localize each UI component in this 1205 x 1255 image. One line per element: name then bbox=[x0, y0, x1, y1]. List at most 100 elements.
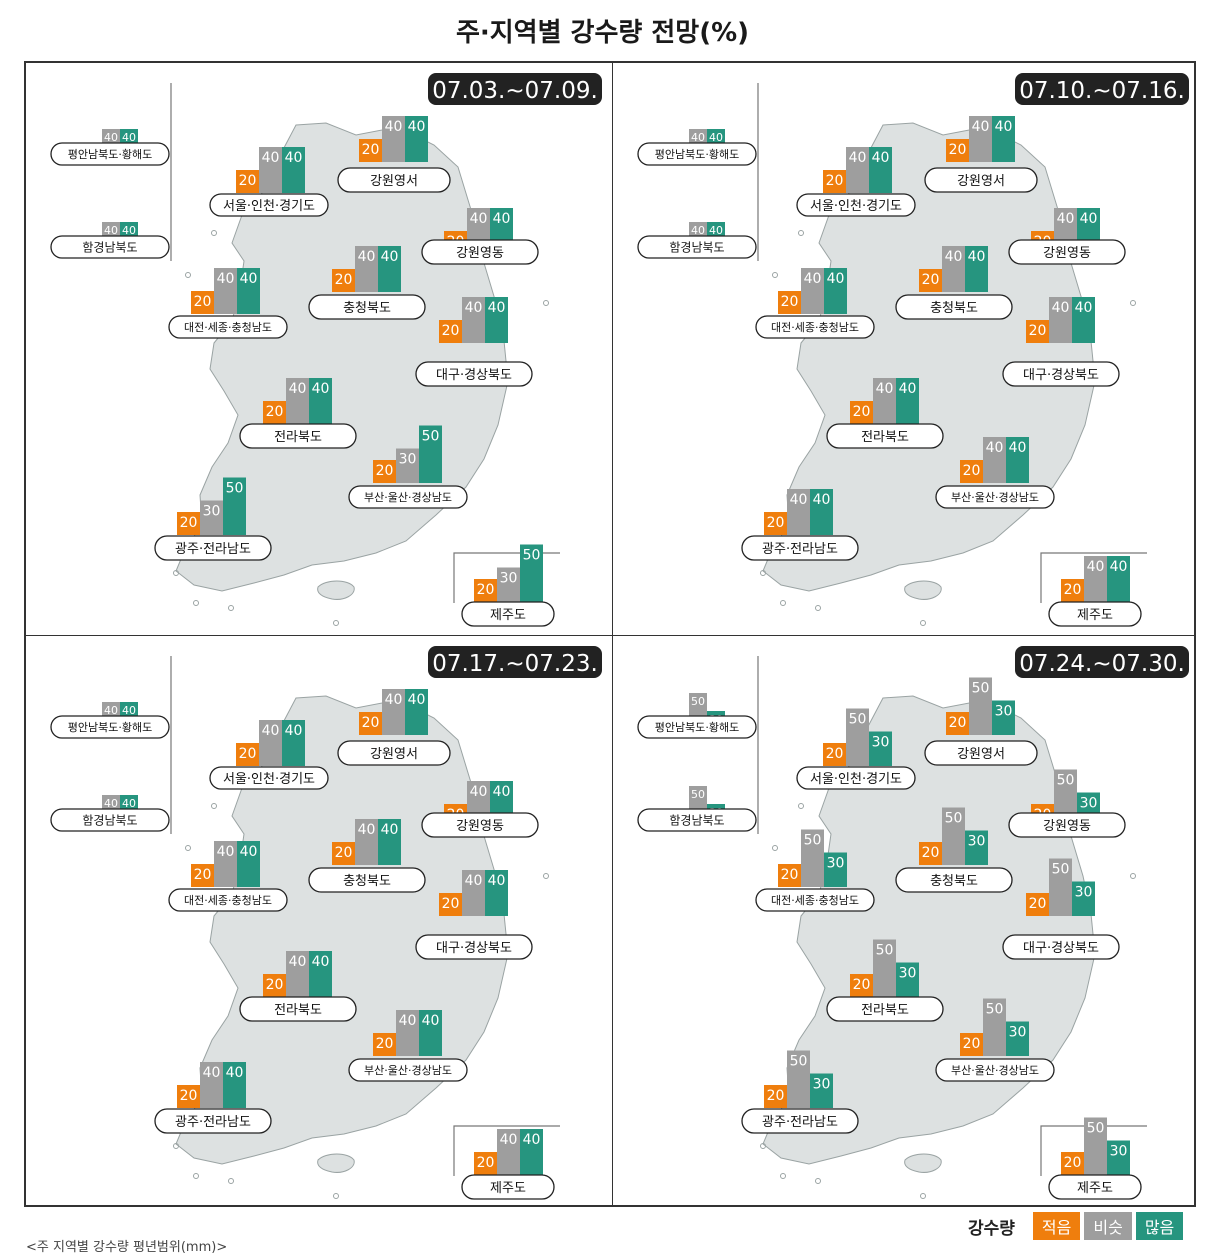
bar bbox=[850, 401, 873, 424]
legend-item-mid: 비슷 bbox=[1084, 1212, 1132, 1240]
bar bbox=[462, 297, 485, 343]
bar-value-label: 40 bbox=[813, 492, 831, 508]
bar-value-label: 20 bbox=[180, 515, 198, 531]
bar bbox=[191, 291, 214, 314]
region-label: 광주·전라남도 bbox=[175, 542, 251, 557]
bar-value-label: 40 bbox=[709, 224, 723, 237]
bar bbox=[1049, 858, 1072, 916]
region-label: 강원영동 bbox=[456, 819, 504, 834]
bar bbox=[969, 116, 992, 162]
bar bbox=[1006, 1021, 1029, 1056]
inset-frame-jeju bbox=[1040, 1125, 1147, 1176]
bar bbox=[359, 139, 382, 162]
bar-value-label: 40 bbox=[381, 249, 399, 265]
bar-value-label: 20 bbox=[949, 715, 967, 731]
island-mark bbox=[333, 620, 339, 626]
island-mark bbox=[815, 605, 821, 611]
region-label: 제주도 bbox=[490, 608, 526, 623]
bar-value-label: 50 bbox=[1057, 773, 1075, 789]
region-label-pill bbox=[796, 193, 916, 217]
bar-value-label: 50 bbox=[422, 429, 440, 445]
bar-value-label: 20 bbox=[826, 746, 844, 762]
island-mark bbox=[1130, 300, 1136, 306]
region-label-pill bbox=[415, 361, 533, 387]
region-label: 충청북도 bbox=[343, 874, 391, 889]
bar bbox=[474, 1152, 497, 1175]
bar bbox=[439, 893, 462, 916]
bar-value-label: 40 bbox=[262, 150, 280, 166]
bar bbox=[373, 460, 396, 483]
bar-value-label: 50 bbox=[1052, 862, 1070, 878]
bar-value-label: 40 bbox=[122, 704, 136, 717]
region-label: 대구·경상북도 bbox=[1023, 941, 1099, 956]
bar bbox=[1107, 1140, 1130, 1175]
bar-value-label: 30 bbox=[899, 966, 917, 982]
bar-value-label: 40 bbox=[986, 440, 1004, 456]
island-mark bbox=[780, 1173, 786, 1179]
region-label-pill bbox=[741, 535, 859, 561]
region-label-pill bbox=[421, 812, 539, 838]
horizontal-divider bbox=[26, 635, 1196, 636]
bar-value-label: 40 bbox=[262, 723, 280, 739]
bar bbox=[960, 460, 983, 483]
date-tag bbox=[1015, 646, 1189, 678]
region-label-pill bbox=[337, 167, 451, 193]
bar-value-label: 30 bbox=[1009, 1025, 1027, 1041]
bar bbox=[419, 1010, 442, 1056]
region-label-pill bbox=[168, 315, 288, 339]
bar bbox=[787, 489, 810, 535]
bar bbox=[946, 712, 969, 735]
period-label: 07.24.~07.30. bbox=[1019, 651, 1185, 677]
bar-value-label: 20 bbox=[442, 896, 460, 912]
region-label: 대구·경상북도 bbox=[436, 941, 512, 956]
legend: 강수량 적음 비슷 많음 bbox=[968, 1212, 1184, 1240]
region-label-pill bbox=[348, 485, 468, 509]
bar bbox=[1072, 881, 1095, 916]
bar-value-label: 40 bbox=[104, 797, 118, 810]
bar-value-label: 40 bbox=[465, 873, 483, 889]
region-label: 평안남북도·황해도 bbox=[68, 720, 152, 734]
period-label: 07.10.~07.16. bbox=[1019, 78, 1185, 104]
bar-value-label: 50 bbox=[691, 695, 705, 708]
region-label: 대전·세종·충청남도 bbox=[184, 321, 272, 334]
island-mark bbox=[815, 1178, 821, 1184]
bar-value-label: 20 bbox=[194, 294, 212, 310]
region-label: 함경남북도 bbox=[82, 814, 137, 828]
island-mark bbox=[1130, 873, 1136, 879]
region-label: 전라북도 bbox=[274, 1003, 322, 1018]
region-label-pill bbox=[239, 996, 357, 1022]
region-label: 평안남북도·황해도 bbox=[655, 147, 739, 161]
bar-value-label: 40 bbox=[122, 131, 136, 144]
bar bbox=[1084, 1117, 1107, 1175]
region-label-pill bbox=[421, 239, 539, 265]
bar bbox=[396, 1010, 419, 1056]
region-label-pill bbox=[50, 808, 170, 832]
bar-value-label: 30 bbox=[968, 834, 986, 850]
bar-value-label: 30 bbox=[1075, 885, 1093, 901]
bar-value-label: 20 bbox=[1064, 582, 1082, 598]
bar-value-label: 40 bbox=[385, 119, 403, 135]
bar-value-label: 40 bbox=[408, 692, 426, 708]
bar bbox=[824, 852, 847, 887]
bar bbox=[309, 378, 332, 424]
bar-value-label: 40 bbox=[312, 954, 330, 970]
bar-value-label: 40 bbox=[470, 784, 488, 800]
bar bbox=[992, 700, 1015, 735]
island-mark bbox=[193, 1173, 199, 1179]
island-mark bbox=[193, 600, 199, 606]
region-label-pill bbox=[1048, 601, 1142, 627]
region-label: 강원영서 bbox=[957, 174, 1005, 189]
bar-value-label: 40 bbox=[1057, 211, 1075, 227]
bar bbox=[778, 864, 801, 887]
bar-value-label: 30 bbox=[1080, 796, 1098, 812]
bar bbox=[823, 170, 846, 193]
region-label-pill bbox=[895, 294, 1013, 320]
bar-value-label: 40 bbox=[849, 150, 867, 166]
jeju-island-shape bbox=[317, 1153, 355, 1173]
date-tag bbox=[428, 646, 602, 678]
region-label-pill bbox=[154, 1108, 272, 1134]
region-label: 제주도 bbox=[1077, 608, 1113, 623]
region-label-pill bbox=[637, 808, 757, 832]
bar-value-label: 40 bbox=[104, 704, 118, 717]
island-mark bbox=[211, 230, 217, 236]
